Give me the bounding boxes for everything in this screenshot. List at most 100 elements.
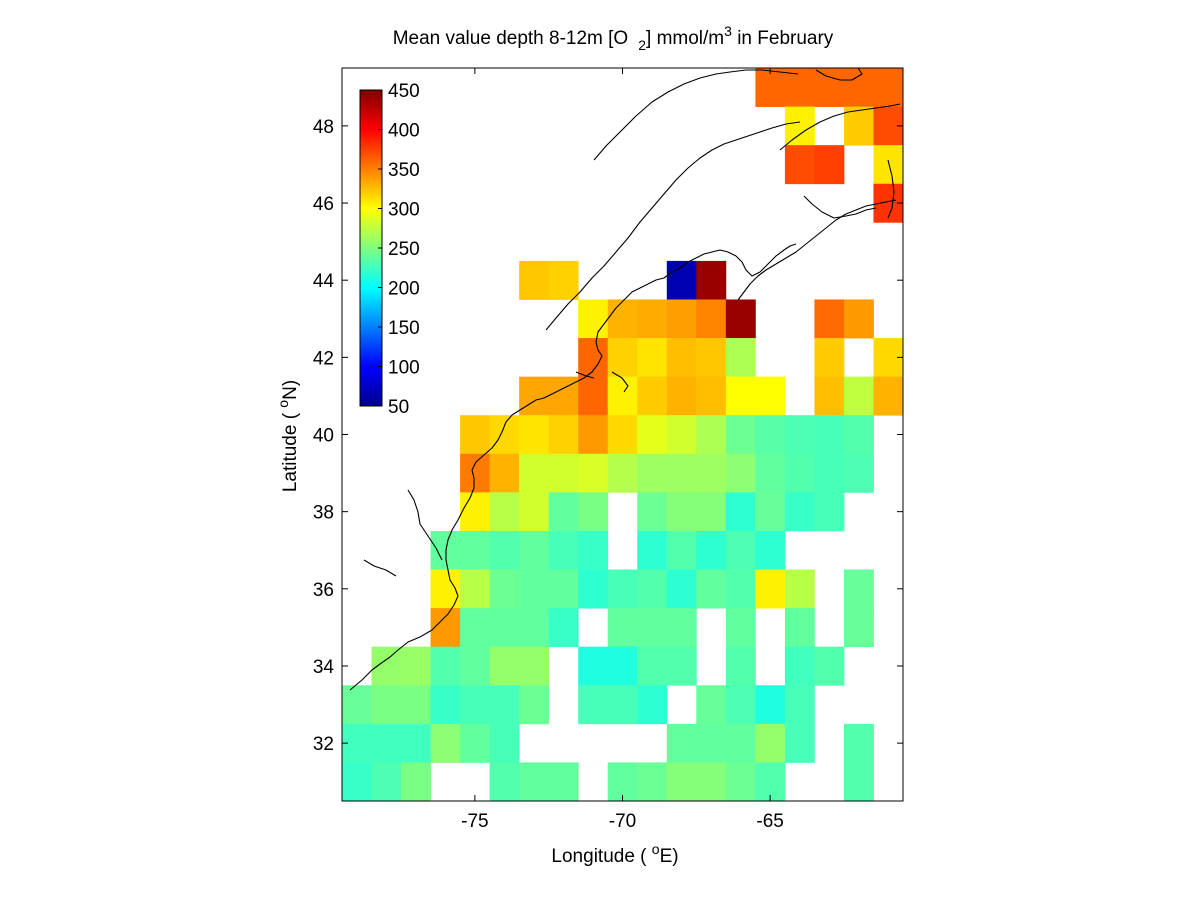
heatmap-cell: [873, 145, 904, 185]
heatmap-cell: [637, 338, 668, 378]
heatmap-cell: [519, 608, 550, 648]
heatmap-cell: [666, 608, 697, 648]
heatmap-cell: [755, 685, 786, 725]
heatmap-cell: [371, 646, 402, 686]
title-mid: ] mmol/m: [646, 28, 724, 49]
heatmap-cell: [342, 762, 372, 802]
heatmap-cell: [784, 492, 815, 532]
heatmap-cell: [755, 68, 786, 107]
heatmap-cell: [784, 453, 815, 493]
y-axis-label: Latitude ( oN): [275, 380, 301, 492]
chart-title: Mean value depth 8-12m [O 2] mmol/m3 in F…: [393, 23, 834, 53]
heatmap-cell: [578, 569, 609, 609]
heatmap-cell: [666, 299, 697, 339]
heatmap-cell: [460, 608, 491, 648]
heatmap-cell: [460, 492, 491, 532]
colorbar-tick-label: 250: [388, 239, 420, 260]
heatmap-cell: [784, 145, 815, 185]
heatmap-cell: [725, 762, 756, 802]
heatmap-cell: [814, 68, 845, 107]
heatmap-cell: [666, 492, 697, 532]
y-tick-label: 46: [313, 194, 334, 215]
heatmap-cell: [578, 492, 609, 532]
heatmap-cell: [489, 569, 520, 609]
heatmap-cell: [666, 762, 697, 802]
heatmap-cell: [784, 646, 815, 686]
heatmap-cell: [784, 415, 815, 455]
heatmap-cell: [637, 376, 668, 416]
colorbar: 50 100 150 200 250 300 350 400 450: [359, 81, 420, 418]
y-tick-label: 42: [313, 348, 334, 369]
heatmap-cell: [637, 685, 668, 725]
heatmap-cell: [666, 376, 697, 416]
heatmap-cell: [489, 723, 520, 763]
heatmap-cell: [843, 106, 874, 146]
heatmap-cell: [489, 608, 520, 648]
heatmap-cell: [371, 762, 402, 802]
heatmap-cell: [666, 415, 697, 455]
heatmap-cell: [784, 685, 815, 725]
heatmap-cell: [696, 453, 727, 493]
heatmap-cell: [607, 376, 638, 416]
heatmap-cell: [578, 453, 609, 493]
heatmap-cell: [430, 685, 461, 725]
x-axis-label-text: Longitude (: [551, 846, 651, 867]
heatmap-cell: [843, 569, 874, 609]
y-tick-label: 48: [313, 117, 334, 138]
colorbar-tick-label: 50: [388, 397, 409, 418]
colorbar-tick-label: 150: [388, 318, 420, 339]
heatmap-cell: [666, 530, 697, 570]
heatmap-cell: [843, 762, 874, 802]
heatmap-cell: [725, 723, 756, 763]
heatmap-cell: [489, 453, 520, 493]
heatmap-cell: [430, 723, 461, 763]
heatmap-cell: [489, 685, 520, 725]
heatmap-cell: [725, 685, 756, 725]
x-tick-label: -70: [609, 811, 636, 832]
heatmap-cell: [843, 415, 874, 455]
heatmap-cell: [519, 492, 550, 532]
heatmap-cell: [784, 569, 815, 609]
heatmap-cell: [519, 762, 550, 802]
heatmap-cell: [873, 376, 904, 416]
heatmap-cell: [548, 453, 579, 493]
y-tick-label: 44: [313, 271, 335, 292]
heatmap-cell: [637, 762, 668, 802]
heatmap-cell: [401, 762, 431, 802]
heatmap-cell: [401, 723, 431, 763]
heatmap-cell: [607, 569, 638, 609]
x-axis-label-unit: E): [660, 846, 679, 867]
heatmap-cell: [666, 338, 697, 378]
colorbar-tick-label: 200: [388, 279, 420, 300]
x-axis-label-degree: o: [652, 841, 660, 857]
heatmap-cell: [725, 530, 756, 570]
y-axis-label-degree: o: [275, 400, 291, 408]
heatmap-cell: [814, 492, 845, 532]
heatmap-cell: [430, 646, 461, 686]
colorbar-tick-label: 400: [388, 121, 420, 142]
heatmap-cell: [460, 646, 491, 686]
heatmap-cell: [637, 299, 668, 339]
heatmap-cell: [607, 608, 638, 648]
heatmap-cell: [519, 453, 550, 493]
heatmap-cell: [814, 376, 845, 416]
coastline: [349, 67, 901, 691]
heatmap-cell: [696, 492, 727, 532]
heatmap-cell: [843, 723, 874, 763]
x-axis-ticks: -75 -70 -65: [461, 68, 784, 832]
heatmap-cell: [548, 762, 579, 802]
heatmap-cell: [489, 646, 520, 686]
heatmap-cell: [696, 376, 727, 416]
heatmap-cell: [784, 68, 815, 107]
heatmap-cell: [843, 608, 874, 648]
colorbar-tick-label: 450: [388, 81, 420, 102]
heatmap-cell: [755, 492, 786, 532]
heatmap-cell: [578, 685, 609, 725]
y-tick-label: 40: [313, 426, 334, 447]
heatmap-cell: [578, 415, 609, 455]
heatmap-cell: [725, 376, 756, 416]
heatmap-cell: [578, 646, 609, 686]
heatmap-cell: [814, 338, 845, 378]
heatmap-cell: [696, 299, 727, 339]
heatmap-cell: [784, 608, 815, 648]
